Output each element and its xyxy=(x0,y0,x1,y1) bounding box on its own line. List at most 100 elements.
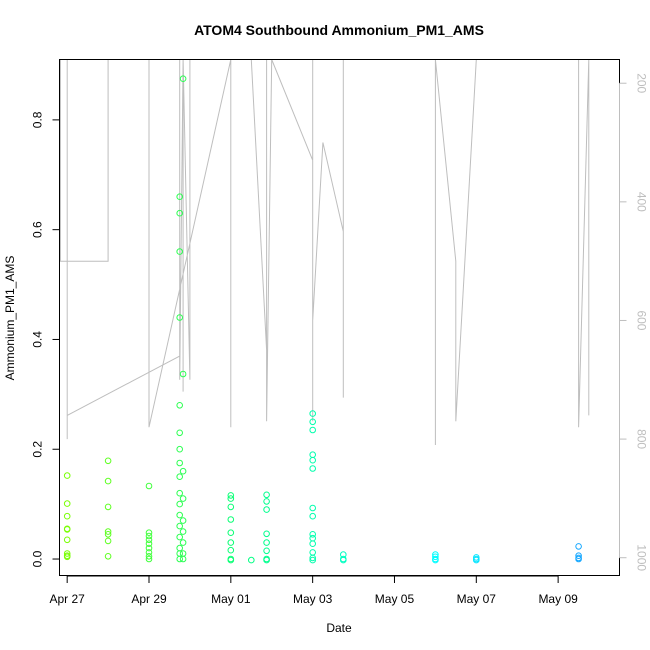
data-point xyxy=(176,489,183,497)
data-point xyxy=(227,495,235,502)
data-point xyxy=(309,531,317,538)
x-tick-label: May 07 xyxy=(457,592,497,606)
data-point xyxy=(176,533,183,541)
x-tick-label: Apr 27 xyxy=(49,592,85,606)
y-tick-label: 0.6 xyxy=(31,221,45,238)
data-point xyxy=(63,536,71,544)
data-point xyxy=(263,506,270,513)
data-point xyxy=(432,553,439,561)
data-point xyxy=(575,555,582,563)
data-point xyxy=(309,456,317,464)
data-point xyxy=(263,556,270,564)
y-tick-label: 0.0 xyxy=(31,550,45,567)
data-point xyxy=(309,410,317,417)
y-tick-label: 0.8 xyxy=(31,111,45,128)
data-point xyxy=(145,532,153,540)
data-point xyxy=(179,555,187,563)
right-axis: 200 400 600 800 1000 xyxy=(619,73,649,571)
data-point xyxy=(63,553,71,561)
data-point xyxy=(309,418,317,426)
x-tick-label: May 05 xyxy=(375,592,415,606)
data-point xyxy=(263,547,270,555)
data-point xyxy=(309,512,317,520)
data-point xyxy=(176,402,183,409)
data-point xyxy=(176,209,183,217)
data-point xyxy=(63,512,71,520)
data-point xyxy=(179,550,187,557)
data-point xyxy=(263,539,270,546)
data-point xyxy=(179,517,187,524)
data-point xyxy=(263,491,270,499)
data-point xyxy=(176,459,183,467)
right-tick-label: 400 xyxy=(635,192,649,212)
data-point xyxy=(227,539,235,546)
data-point xyxy=(176,314,183,321)
data-point xyxy=(104,537,112,545)
y-axis: 0.0 0.2 0.4 0.6 0.8 xyxy=(31,111,60,567)
data-point xyxy=(309,426,317,434)
data-point xyxy=(473,556,480,564)
data-point xyxy=(179,370,187,378)
x-tick-label: Apr 29 xyxy=(131,592,167,606)
data-point xyxy=(145,549,153,556)
data-point xyxy=(179,495,187,502)
data-point xyxy=(179,75,187,82)
data-point xyxy=(176,555,183,563)
x-axis-label: Date xyxy=(326,621,352,635)
data-point xyxy=(309,554,317,562)
data-point xyxy=(176,500,183,508)
x-tick-label: May 01 xyxy=(211,592,251,606)
data-point xyxy=(145,553,153,560)
data-point xyxy=(145,555,153,563)
data-point xyxy=(145,482,153,490)
y-tick-label: 0.2 xyxy=(31,441,45,458)
data-point xyxy=(432,556,439,564)
plot-frame xyxy=(59,59,620,576)
data-point xyxy=(309,451,317,459)
data-point xyxy=(309,504,317,512)
data-point xyxy=(145,544,153,552)
x-axis: Apr 27 Apr 29 May 01 May 03 May 05 May 07 May … xyxy=(49,575,578,606)
data-point xyxy=(179,528,187,535)
data-point xyxy=(309,556,317,564)
data-point xyxy=(63,472,71,479)
y-tick-label: 0.4 xyxy=(31,331,45,348)
x-tick-label: May 03 xyxy=(293,592,333,606)
data-point xyxy=(104,531,112,538)
data-point xyxy=(176,511,183,519)
data-point xyxy=(227,516,235,523)
right-tick-label: 1000 xyxy=(635,544,649,571)
right-tick-label: 600 xyxy=(635,310,649,330)
data-point xyxy=(227,492,235,499)
data-point xyxy=(176,445,183,453)
data-point xyxy=(63,550,71,557)
data-point xyxy=(309,549,317,556)
data-point xyxy=(179,539,187,546)
data-point xyxy=(309,534,317,542)
data-point xyxy=(309,540,317,548)
data-point xyxy=(227,556,235,564)
data-point xyxy=(63,500,71,507)
data-point xyxy=(145,529,153,537)
points-layer xyxy=(63,75,582,564)
altitude-line xyxy=(59,59,590,445)
data-point xyxy=(340,556,347,564)
x-tick-label: May 09 xyxy=(538,592,578,606)
data-point xyxy=(104,528,112,535)
data-point xyxy=(176,473,183,481)
data-point xyxy=(176,193,183,200)
data-point xyxy=(145,540,153,548)
data-point xyxy=(176,429,183,437)
data-point xyxy=(263,498,270,505)
data-point xyxy=(104,503,112,511)
data-point xyxy=(575,552,582,560)
data-point xyxy=(176,544,183,552)
data-point xyxy=(248,556,255,564)
data-point xyxy=(263,530,270,538)
data-point xyxy=(104,457,112,465)
data-point xyxy=(176,248,183,255)
data-point xyxy=(176,522,183,530)
data-point xyxy=(104,553,112,560)
data-point xyxy=(145,536,153,544)
